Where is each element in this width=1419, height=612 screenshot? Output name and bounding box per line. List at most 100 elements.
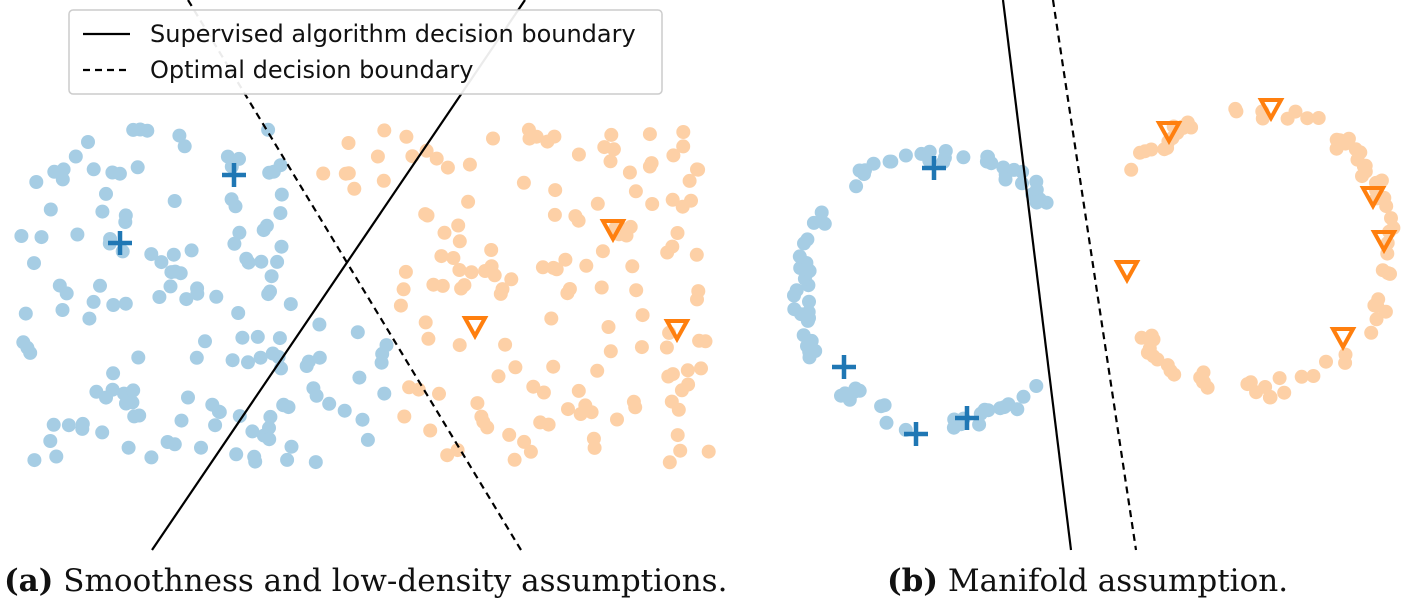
panel-a-orange-point <box>623 219 638 234</box>
panel-a-blue-point <box>61 418 76 433</box>
panel-a-orange-point <box>470 396 485 411</box>
panel-b-orange-point <box>1288 104 1303 119</box>
panel-a-blue-point <box>264 269 279 284</box>
panel-a-orange-point <box>680 363 695 378</box>
panel-a-orange-point <box>432 386 446 401</box>
panel-a-labeled-points <box>108 163 691 344</box>
panel-a-blue-point <box>312 350 327 365</box>
panel-b-blue-point <box>858 163 872 178</box>
panel-a-blue-point <box>209 289 224 304</box>
panel-a-blue-point <box>166 247 181 262</box>
panel-a-orange-point <box>546 359 561 374</box>
panel-a-orange-point <box>529 129 544 144</box>
panel-b-orange-point <box>1228 101 1243 116</box>
panel-a-blue-point <box>99 186 113 201</box>
panel-a-blue-point <box>270 254 285 269</box>
panel-a-orange-point <box>579 258 594 273</box>
panel-a-orange-point <box>642 127 657 142</box>
panel-a-blue-point <box>247 449 262 464</box>
panel-b-plus-marker <box>922 156 946 180</box>
panel-a-blue-point <box>262 432 277 447</box>
panel-a-orange-point <box>590 363 605 378</box>
panel-a-blue-point <box>377 386 392 401</box>
panel-a-triangle-marker <box>663 319 691 344</box>
panel-a-orange-point <box>419 143 434 158</box>
panel-a-blue-point <box>152 290 167 304</box>
panel-a-blue-point <box>241 355 255 370</box>
panel-a-orange-point <box>451 218 466 233</box>
panel-a-blue-point <box>273 206 288 221</box>
panel-a-blue-cluster <box>14 122 394 470</box>
panel-a-orange-point <box>377 123 392 138</box>
panel-a-orange-point <box>547 129 562 144</box>
panel-a-orange-point <box>535 260 550 275</box>
caption-a: (a) Smoothness and low-density assumptio… <box>4 566 727 597</box>
panel-b-orange-point <box>1263 389 1278 404</box>
caption-b: (b) Manifold assumption. <box>887 566 1288 597</box>
panel-b-blue-point <box>814 205 829 220</box>
panel-a-blue-point <box>301 354 316 369</box>
panel-a-orange-point <box>601 320 616 334</box>
panel-a-orange-point <box>547 207 562 222</box>
panel-a-blue-point <box>224 192 239 207</box>
panel-a-plus-marker <box>222 163 246 187</box>
panel-a-blue-point <box>23 345 38 360</box>
panel-a-orange-point <box>571 147 586 162</box>
panel-a-orange-point <box>571 213 586 228</box>
panel-a-orange-point <box>523 444 538 459</box>
panel-a-orange-point <box>517 434 532 449</box>
legend: Supervised algorithm decision boundary O… <box>68 9 663 95</box>
panel-a-orange-point <box>536 385 551 400</box>
panel-b-blue-point <box>849 179 864 194</box>
panel-a-blue-point <box>322 396 337 411</box>
panel-a-orange-point <box>370 149 385 164</box>
panel-a-blue-point <box>232 409 247 424</box>
panel-a-orange-point <box>606 142 621 157</box>
panel-a-blue-point <box>190 286 205 301</box>
panel-a-orange-point <box>396 282 411 297</box>
panel-a-blue-point <box>337 403 352 418</box>
panel-a-blue-point <box>283 297 298 312</box>
panel-a-orange-point <box>690 162 704 177</box>
panel-a-orange-point <box>549 262 564 277</box>
panel-b-blue-point <box>972 417 987 432</box>
panel-a-blue-point <box>126 383 141 398</box>
panel-a-orange-point <box>446 251 461 265</box>
caption-b-tag: (b) <box>887 563 939 599</box>
panel-b-blue-point <box>877 398 892 413</box>
panel-a-orange-point <box>504 272 519 287</box>
panel-a-blue-point <box>284 439 299 454</box>
panel-b-blue-point <box>1029 195 1044 210</box>
panel-a-orange-point <box>561 402 575 417</box>
panel-a-blue-point <box>118 296 133 311</box>
panel-b-orange-point <box>1375 263 1390 278</box>
panel-b-orange-point <box>1378 304 1393 319</box>
panel-a-blue-point <box>254 254 269 269</box>
caption-b-text: Manifold assumption. <box>938 563 1289 599</box>
panel-b-orange-point <box>1372 174 1387 189</box>
panel-a-orange-point <box>584 405 599 420</box>
panel-b-orange-point <box>1338 347 1353 362</box>
panel-b-triangle-marker <box>1329 327 1357 352</box>
panel-a-orange-point <box>610 412 624 427</box>
panel-b-plus-marker <box>904 422 928 446</box>
panel-a-blue-point <box>231 306 246 320</box>
panel-b-blue-point <box>787 288 801 303</box>
panel-b-blue-point <box>998 172 1013 187</box>
panel-a-blue-point <box>179 292 194 307</box>
panel-b-triangle-marker <box>1155 121 1183 146</box>
panel-a-orange-point <box>462 157 477 172</box>
panel-b-orange-point <box>1140 345 1155 360</box>
panel-a-orange-point <box>421 331 436 346</box>
panel-a-orange-point <box>670 428 685 443</box>
panel-a-orange-point <box>341 166 356 181</box>
panel-a-blue-point <box>119 396 133 411</box>
panel-a-blue-point <box>379 338 394 353</box>
panel-a-orange-point <box>399 129 414 144</box>
panel-a-orange-point <box>508 360 523 375</box>
panel-b-orange-point <box>1160 358 1175 373</box>
panel-b-plus-marker <box>955 406 979 430</box>
panel-a-blue-point <box>144 247 159 262</box>
panel-b-blue-point <box>956 150 971 165</box>
panel-a-orange-point <box>590 196 605 211</box>
